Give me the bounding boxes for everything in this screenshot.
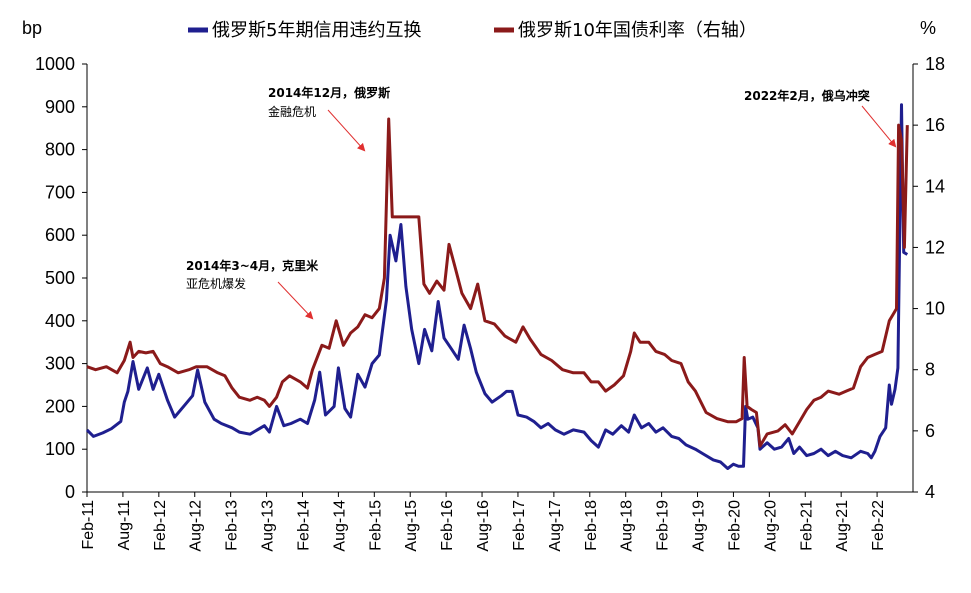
x-tick-label: Aug-14 — [331, 500, 348, 552]
left-tick-label: 500 — [45, 268, 75, 288]
annotation-2014-12-line2: 金融危机 — [268, 104, 316, 119]
x-tick-label: Aug-12 — [188, 500, 205, 552]
left-tick-label: 800 — [45, 140, 75, 160]
x-tick-label: Feb-13 — [224, 500, 241, 551]
left-tick-label: 700 — [45, 182, 75, 202]
x-tick-label: Feb-17 — [511, 500, 528, 551]
x-tick-label: Feb-18 — [583, 500, 600, 551]
right-tick-label: 12 — [925, 237, 945, 257]
x-tick-label: Feb-11 — [80, 500, 97, 550]
annotation-2014-12-arrow — [327, 109, 366, 152]
right-tick-label: 18 — [925, 54, 945, 74]
left-tick-label: 300 — [45, 354, 75, 374]
annotation-2014-3-line1: 2014年3~4月，克里米 — [186, 258, 319, 273]
x-tick-label: Feb-15 — [367, 500, 384, 551]
x-tick-label: Aug-16 — [475, 500, 492, 552]
annotation-2014-12-line1: 2014年12月，俄罗斯 — [268, 85, 390, 100]
left-tick-label: 200 — [45, 396, 75, 416]
right-tick-label: 16 — [925, 115, 945, 135]
x-tick-label: Feb-14 — [295, 500, 312, 551]
annotation-2014-3-line2: 亚危机爆发 — [186, 276, 246, 291]
series-layer — [85, 103, 909, 470]
left-tick-label: 600 — [45, 225, 75, 245]
x-tick-label: Aug-19 — [691, 500, 708, 552]
left-tick-label: 1000 — [35, 54, 75, 74]
left-tick-label: 400 — [45, 311, 75, 331]
x-tick-label: Aug-11 — [116, 500, 133, 551]
series-line-cds — [85, 103, 909, 470]
x-tick-label: Feb-12 — [152, 500, 169, 551]
left-tick-label: 900 — [45, 97, 75, 117]
left-axis-unit: bp — [22, 18, 42, 38]
x-tick-label: Aug-13 — [260, 500, 277, 552]
legend-label-yield: 俄罗斯10年国债利率（右轴） — [518, 20, 757, 41]
left-axis-ticks: 0 100 200 300 400 500 600 700 800 900 1000 — [35, 54, 87, 502]
right-axis-unit: % — [920, 18, 936, 38]
series-line-yield — [86, 117, 909, 448]
annotation-2022-2: 2022年2月，俄乌冲突 — [744, 88, 897, 148]
right-tick-label: 4 — [925, 482, 935, 502]
right-tick-label: 8 — [925, 360, 935, 380]
x-tick-label: Aug-20 — [762, 500, 779, 552]
x-tick-label: Feb-16 — [439, 500, 456, 551]
x-tick-label: Feb-19 — [655, 500, 672, 551]
x-axis-ticks: Feb-11 Aug-11 Feb-12 Aug-12 Feb-13 Aug-13 Feb-… — [80, 492, 887, 552]
left-tick-label: 100 — [45, 439, 75, 459]
x-tick-label: Feb-21 — [798, 500, 815, 551]
left-tick-label: 0 — [65, 482, 75, 502]
annotation-2014-3: 2014年3~4月，克里米 亚危机爆发 — [186, 258, 319, 320]
x-tick-label: Aug-21 — [834, 500, 851, 552]
x-tick-label: Aug-17 — [547, 500, 564, 552]
right-tick-label: 14 — [925, 176, 945, 196]
legend-label-cds: 俄罗斯5年期信用违约互换 — [212, 20, 421, 41]
legend: 俄罗斯5年期信用违约互换 俄罗斯10年国债利率（右轴） — [188, 20, 757, 41]
annotation-2014-12: 2014年12月，俄罗斯 金融危机 — [268, 85, 390, 152]
annotation-2022-2-arrow — [861, 105, 897, 148]
x-tick-label: Feb-22 — [870, 500, 887, 551]
x-tick-label: Feb-20 — [726, 500, 743, 551]
right-tick-label: 10 — [925, 299, 945, 319]
x-tick-label: Aug-18 — [619, 500, 636, 552]
right-tick-label: 6 — [925, 421, 935, 441]
x-tick-label: Aug-15 — [403, 500, 420, 552]
right-axis-ticks: 4 6 8 10 12 14 16 18 — [913, 54, 945, 502]
annotation-2014-3-arrow — [277, 281, 314, 320]
annotation-2022-2-line1: 2022年2月，俄乌冲突 — [744, 88, 870, 103]
